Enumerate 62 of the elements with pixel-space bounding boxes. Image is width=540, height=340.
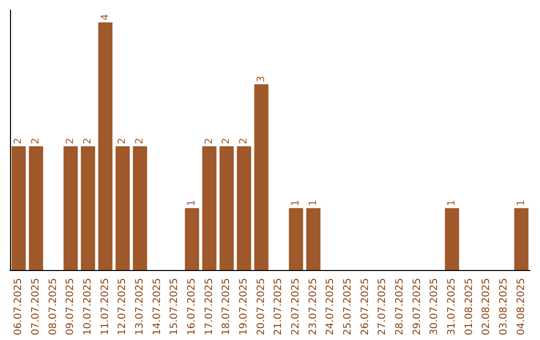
bar bbox=[98, 22, 112, 270]
x-tick-label: 04.08.2025 bbox=[516, 278, 527, 336]
x-tick-label: 28.07.2025 bbox=[394, 278, 406, 336]
data-label: 2 bbox=[82, 138, 94, 144]
x-tick-label: 10.07.2025 bbox=[82, 278, 94, 336]
bar bbox=[184, 208, 200, 270]
data-label: 2 bbox=[221, 138, 232, 144]
x-tick-label: 06.07.2025 bbox=[13, 278, 24, 336]
bar bbox=[80, 146, 96, 270]
bar bbox=[116, 146, 130, 270]
x-tick-label: 29.07.2025 bbox=[412, 278, 423, 336]
x-tick-label: 22.07.2025 bbox=[290, 278, 302, 336]
data-label: 2 bbox=[13, 138, 24, 144]
x-tick-label: 14.07.2025 bbox=[152, 278, 163, 336]
bar bbox=[236, 146, 252, 270]
x-tick-label: 03.08.2025 bbox=[498, 278, 510, 336]
bar bbox=[444, 208, 460, 270]
x-tick-label: 19.07.2025 bbox=[238, 278, 250, 336]
x-tick-label: 11.07.2025 bbox=[100, 278, 111, 336]
data-label: 1 bbox=[186, 200, 198, 206]
x-tick-label: 16.07.2025 bbox=[186, 278, 198, 336]
data-label: 2 bbox=[65, 138, 76, 144]
x-tick-label: 21.07.2025 bbox=[273, 278, 284, 336]
bar bbox=[254, 84, 268, 270]
x-tick-label: 01.08.2025 bbox=[464, 278, 475, 336]
data-label: 3 bbox=[256, 76, 267, 82]
bar bbox=[288, 208, 304, 270]
bar bbox=[28, 146, 44, 270]
x-tick-label: 08.07.2025 bbox=[48, 278, 59, 336]
x-tick-label: 17.07.2025 bbox=[204, 278, 215, 336]
x-tick-label: 25.07.2025 bbox=[342, 278, 354, 336]
data-label: 1 bbox=[308, 200, 319, 206]
x-tick-label: 24.07.2025 bbox=[325, 278, 336, 336]
x-tick-label: 27.07.2025 bbox=[377, 278, 388, 336]
data-label: 1 bbox=[446, 200, 458, 206]
x-tick-label: 30.07.2025 bbox=[429, 278, 440, 336]
data-label: 1 bbox=[516, 200, 527, 206]
bar bbox=[202, 146, 216, 270]
bar bbox=[12, 146, 26, 270]
bar bbox=[306, 208, 320, 270]
x-tick-label: 02.08.2025 bbox=[481, 278, 492, 336]
x-tick-label: 15.07.2025 bbox=[169, 278, 180, 336]
bar bbox=[64, 146, 78, 270]
x-tick-label: 26.07.2025 bbox=[360, 278, 371, 336]
x-tick-label: 07.07.2025 bbox=[30, 278, 42, 336]
x-tick-label: 20.07.2025 bbox=[256, 278, 267, 336]
bar bbox=[220, 146, 234, 270]
data-label: 2 bbox=[204, 138, 215, 144]
x-tick-label: 09.07.2025 bbox=[65, 278, 76, 336]
data-label: 2 bbox=[134, 138, 146, 144]
bar bbox=[514, 208, 528, 270]
data-label: 2 bbox=[117, 138, 128, 144]
data-label: 2 bbox=[238, 138, 250, 144]
x-tick-label: 13.07.2025 bbox=[134, 278, 146, 336]
bar bbox=[132, 146, 148, 270]
x-tick-label: 18.07.2025 bbox=[221, 278, 232, 336]
data-label: 4 bbox=[100, 14, 111, 20]
data-label: 1 bbox=[290, 200, 302, 206]
x-tick-label: 31.07.2025 bbox=[446, 278, 458, 336]
data-label: 2 bbox=[30, 138, 42, 144]
x-tick-label: 23.07.2025 bbox=[308, 278, 319, 336]
x-tick-label: 12.07.2025 bbox=[117, 278, 128, 336]
